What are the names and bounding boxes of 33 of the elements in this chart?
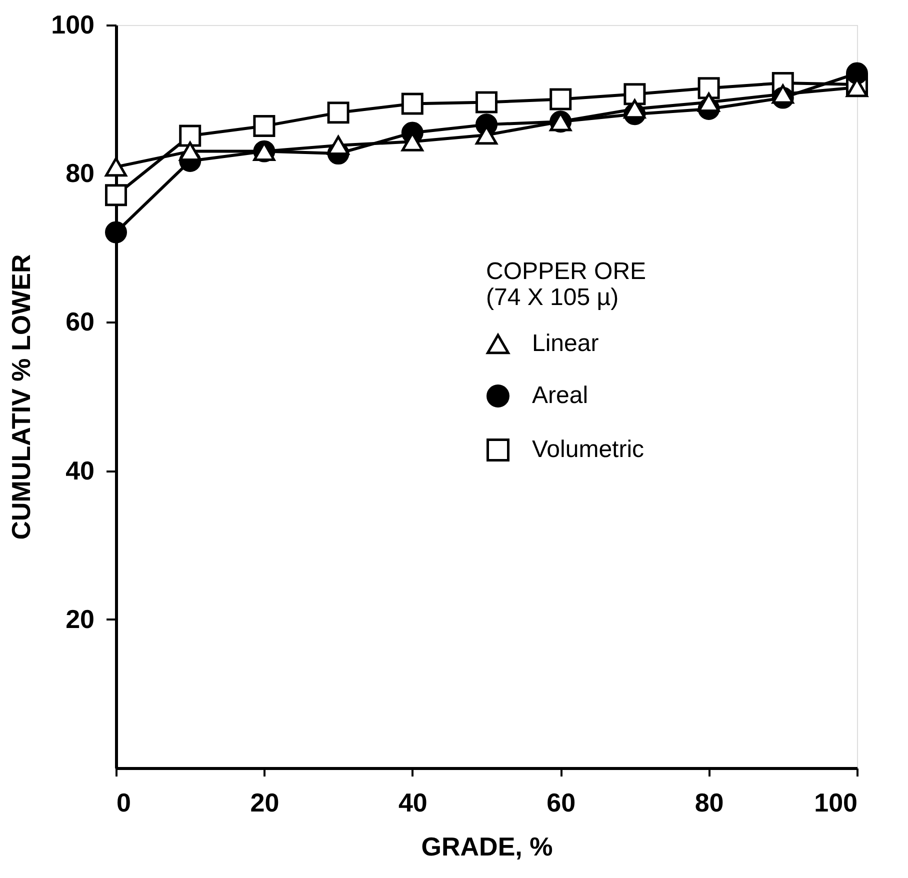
point [401,92,424,115]
point [105,157,127,177]
legend-title: COPPER ORE (74 X 105 µ) [486,258,646,311]
point [846,62,868,84]
y-tick-label: 100 [51,10,94,40]
point [327,102,350,124]
x-tick-label: 60 [546,788,576,818]
point [772,84,794,104]
x-tick-label: 100 [814,788,858,818]
legend-label: Volumetric [532,436,644,463]
point [327,136,350,156]
point [550,88,572,110]
y-tick-label: 60 [66,306,94,337]
x-axis-title: GRADE, % [421,832,553,862]
point [179,124,202,147]
point [624,99,646,119]
x-tick-label: 20 [250,788,280,818]
point [253,115,276,138]
point [698,77,720,100]
point [476,91,498,114]
point [105,221,127,244]
y-axis-title: CUMULATIV % LOWER [6,254,36,540]
point [105,184,127,206]
y-tick-label: 40 [66,455,94,486]
point [624,83,646,106]
legend-label: Areal [532,382,588,409]
x-tick-label: 0 [116,788,131,818]
x-tick-label: 40 [398,788,428,818]
point [698,92,720,112]
x-tick-label: 80 [694,788,724,818]
y-tick-label: 20 [66,604,94,634]
legend-label: Linear [532,330,599,357]
y-tick-label: 80 [66,158,94,188]
